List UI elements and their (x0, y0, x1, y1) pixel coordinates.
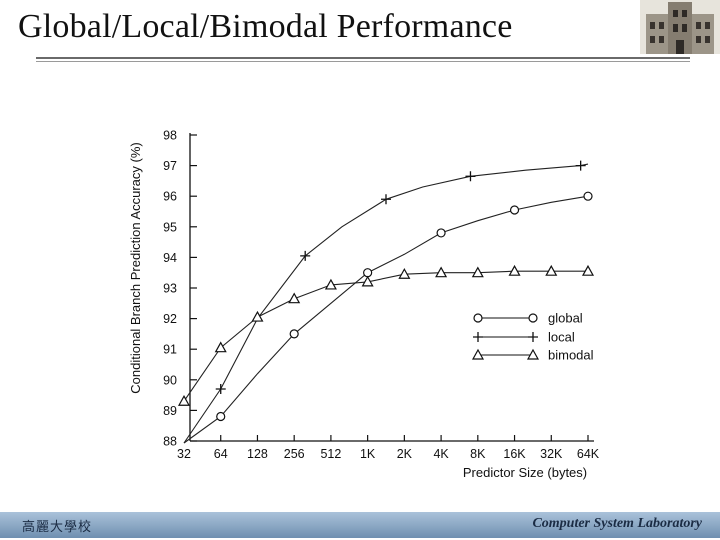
x-tick-label: 256 (284, 447, 305, 461)
y-tick-label: 95 (163, 220, 177, 234)
x-tick-label: 64 (214, 447, 228, 461)
chart-legend: global local bimodal (471, 311, 594, 363)
slide-title: Global/Local/Bimodal Performance (18, 8, 513, 45)
data-point-circle (363, 268, 373, 278)
y-tick-label: 90 (163, 373, 177, 387)
data-point-circle (216, 411, 226, 422)
data-point-triangle (288, 292, 301, 304)
data-point-triangle (545, 264, 558, 276)
data-point-plus (575, 160, 586, 171)
data-point-plus (528, 332, 538, 342)
title-divider (36, 57, 690, 59)
y-tick-label: 97 (163, 159, 177, 173)
series-line-bimodal (183, 270, 588, 402)
legend-label: local (548, 330, 575, 345)
data-point-triangle (177, 394, 191, 406)
university-building-icon (640, 0, 720, 54)
data-point-triangle (324, 278, 337, 290)
y-tick-label: 89 (163, 404, 177, 418)
title-divider-secondary (36, 61, 690, 62)
data-point-plus (215, 383, 226, 394)
data-point-triangle (526, 348, 540, 360)
footer-lab-name: Computer System Laboratory (532, 516, 702, 531)
x-tick-label: 2K (397, 447, 413, 461)
x-tick-label: 512 (320, 447, 341, 461)
data-point-triangle (398, 267, 411, 279)
x-axis-label: Predictor Size (bytes) (463, 465, 587, 480)
chart-series (177, 160, 595, 444)
x-tick-label: 4K (433, 447, 449, 461)
data-point-triangle (435, 266, 448, 278)
data-point-plus (300, 250, 311, 261)
data-point-plus (465, 171, 476, 182)
data-point-circle (473, 313, 483, 323)
y-tick-label: 98 (163, 129, 177, 143)
x-tick-label: 32K (540, 447, 563, 461)
data-point-circle (509, 205, 520, 215)
data-point-circle (528, 313, 538, 323)
data-point-triangle (471, 348, 485, 360)
footer-band (0, 512, 720, 538)
y-tick-label: 94 (163, 251, 177, 265)
data-point-triangle (251, 310, 264, 322)
y-tick-label: 96 (163, 190, 177, 204)
x-tick-label: 32 (177, 447, 191, 461)
x-tick-label: 16K (503, 447, 526, 461)
series-local (183, 160, 589, 444)
y-tick-label: 91 (163, 343, 177, 357)
data-point-circle (289, 329, 299, 339)
data-point-triangle (361, 275, 374, 287)
legend-item-global: global (473, 311, 583, 326)
chart-axes: 88 89 90 91 92 93 94 95 96 97 98 32 64 128 256 512 1K 2K 4… (163, 129, 600, 462)
x-tick-label: 128 (247, 447, 268, 461)
data-point-triangle (471, 266, 484, 278)
data-point-triangle (214, 341, 227, 353)
x-tick-label: 8K (470, 447, 486, 461)
data-point-plus (381, 194, 391, 205)
legend-item-bimodal: bimodal (471, 348, 594, 363)
y-tick-label: 88 (163, 435, 177, 449)
x-tick-label: 1K (360, 447, 376, 461)
legend-item-local: local (473, 330, 575, 345)
y-tick-label: 93 (163, 282, 177, 296)
data-point-triangle (581, 264, 595, 276)
y-tick-label: 92 (163, 312, 177, 326)
legend-label: global (548, 311, 583, 326)
legend-label: bimodal (548, 348, 594, 363)
footer-university-name: 高麗大學校 (22, 520, 93, 535)
data-point-plus (473, 332, 483, 342)
data-point-circle (436, 228, 446, 238)
series-line-local (183, 163, 589, 444)
series-global (183, 191, 593, 444)
x-tick-label: 64K (577, 447, 600, 461)
data-point-triangle (508, 264, 521, 276)
series-bimodal (177, 264, 595, 406)
series-line-global (183, 195, 589, 444)
y-axis-label: Conditional Branch Prediction Accuracy (… (128, 142, 143, 393)
data-point-circle (583, 191, 593, 201)
